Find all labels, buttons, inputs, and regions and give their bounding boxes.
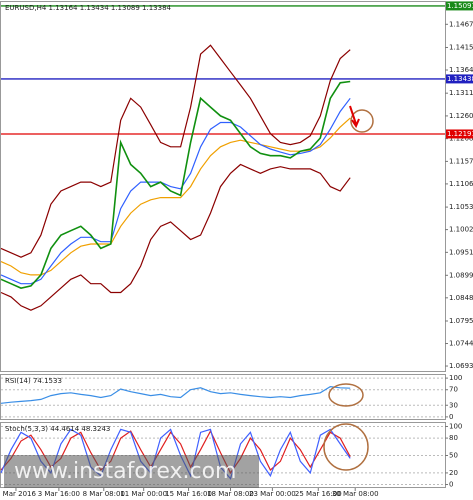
x-tick-label: 18 Mar 08:00 <box>207 490 254 498</box>
y-tick-label: 0 <box>449 413 453 421</box>
series-line <box>0 44 351 258</box>
level-label-box <box>446 129 473 139</box>
annotation-arrowhead <box>351 118 360 129</box>
y-tick-label: 1.14675 <box>449 20 473 28</box>
series-line <box>0 117 351 276</box>
y-tick-label: 1.10535 <box>449 203 473 211</box>
y-tick-label: 1.13640 <box>449 66 473 74</box>
y-tick-label: 0 <box>449 481 453 489</box>
x-tick-label: 15 Mar 16:00 <box>165 490 212 498</box>
y-tick-label: 1.08480 <box>449 294 473 302</box>
x-tick-label: 25 Mar 16:00 <box>295 490 342 498</box>
y-tick-label: 1.12600 <box>449 112 473 120</box>
x-tick-label: 23 Mar 00:00 <box>249 490 296 498</box>
y-tick-label: 1.12085 <box>449 135 473 143</box>
y-tick-label: 1.10025 <box>449 226 473 234</box>
series-line <box>0 163 351 311</box>
x-tick-label: 3 Mar 16:00 <box>38 490 80 498</box>
y-tick-label: 1.14150 <box>449 43 473 51</box>
y-tick-label: 80 <box>449 434 458 442</box>
level-label-box <box>446 74 473 84</box>
y-tick-label: 100 <box>449 422 462 430</box>
x-tick-label: 30 Mar 08:00 <box>332 490 379 498</box>
y-tick-label: 1.07955 <box>449 317 473 325</box>
x-tick-label: 1 Mar 2016 <box>0 490 36 498</box>
level-label-box <box>446 1 473 11</box>
y-tick-label: 1.11570 <box>449 157 473 165</box>
watermark-box <box>4 455 259 488</box>
x-tick-label: 11 Mar 00:00 <box>120 490 167 498</box>
y-tick-label: 30 <box>449 401 458 409</box>
series-line <box>0 428 351 480</box>
rsi-panel <box>0 374 446 420</box>
annotation-circle <box>350 109 374 133</box>
y-tick-label: 1.13115 <box>449 89 473 97</box>
y-tick-label: 1.08990 <box>449 271 473 279</box>
panel-title: EURUSD,H4 1.13164 1.13434 1.13089 1.1338… <box>5 4 172 12</box>
price-panel <box>0 1 446 372</box>
series-line <box>0 385 351 404</box>
y-tick-label: 100 <box>449 374 462 382</box>
annotation-circle <box>323 423 369 471</box>
panel-title: Stoch(5,3,3) 44.4614 48.3243 <box>5 425 110 433</box>
panel-title: RSI(14) 74.1533 <box>5 377 62 385</box>
y-tick-label: 1.11060 <box>449 180 473 188</box>
y-tick-label: 1.07445 <box>449 340 473 348</box>
series-line <box>0 80 351 289</box>
annotation-arrow <box>349 105 357 125</box>
y-tick-label: 20 <box>449 469 458 477</box>
y-tick-label: 50 <box>449 452 458 460</box>
y-tick-label: 70 <box>449 386 458 394</box>
level-label: 1.13438 <box>447 75 473 83</box>
watermark: www.instaforex.com <box>14 459 237 484</box>
level-label: 1.12191 <box>447 130 473 138</box>
y-tick-label: 1.06935 <box>449 362 473 370</box>
annotation-circle <box>328 383 364 407</box>
series-line <box>0 97 351 285</box>
y-tick-label: 1.09510 <box>449 248 473 256</box>
x-tick-label: 8 Mar 08:00 <box>83 490 125 498</box>
